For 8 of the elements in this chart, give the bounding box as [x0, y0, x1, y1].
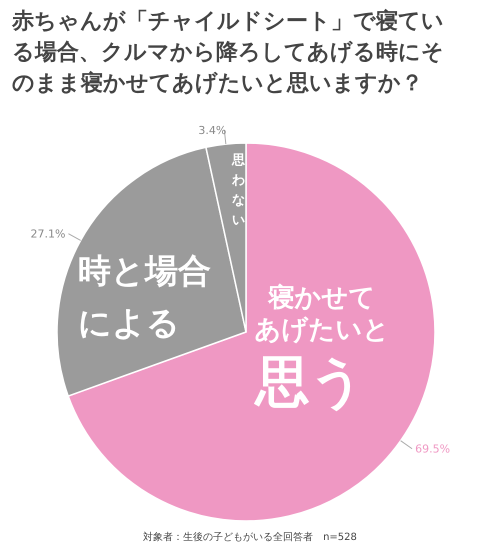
data-label: 3.4%	[198, 124, 226, 138]
chart-title: 赤ちゃんが「チャイルドシート」で寝ている場合、クルマから降ろしてあげる時にそのまま寝かせてあげたいと思いますか？	[12, 8, 445, 98]
text: 対象者：生後の子どもがいる全回答者 n=528	[143, 531, 357, 543]
slice-label: 思わない	[231, 153, 246, 228]
slice-label: 寝かせてあげたいと思う	[254, 283, 390, 413]
data-label: 27.1%	[30, 228, 66, 241]
data-label: 69.5%	[415, 442, 450, 456]
slice-label: 時と場合による	[78, 251, 211, 342]
